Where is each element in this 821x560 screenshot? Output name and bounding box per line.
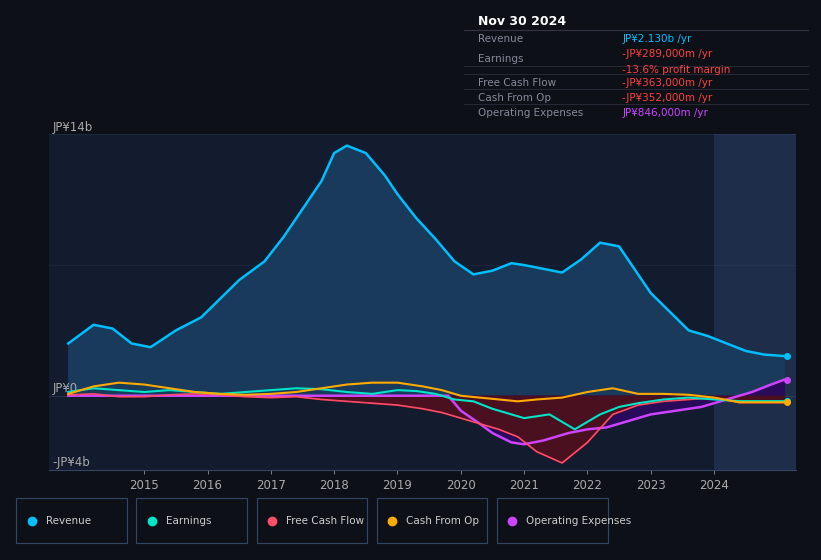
FancyBboxPatch shape	[497, 498, 608, 543]
Text: Operating Expenses: Operating Expenses	[526, 516, 631, 526]
FancyBboxPatch shape	[16, 498, 127, 543]
Text: JP¥846,000m /yr: JP¥846,000m /yr	[622, 108, 709, 118]
Text: Cash From Op: Cash From Op	[478, 93, 551, 102]
Text: Free Cash Flow: Free Cash Flow	[287, 516, 365, 526]
Text: Revenue: Revenue	[46, 516, 91, 526]
Text: Nov 30 2024: Nov 30 2024	[478, 15, 566, 28]
Text: JP¥14b: JP¥14b	[53, 122, 93, 134]
Text: JP¥2.130b /yr: JP¥2.130b /yr	[622, 34, 692, 44]
Text: Earnings: Earnings	[478, 54, 523, 64]
Text: JP¥0: JP¥0	[53, 382, 77, 395]
Text: -JP¥363,000m /yr: -JP¥363,000m /yr	[622, 78, 713, 88]
FancyBboxPatch shape	[257, 498, 368, 543]
Text: Free Cash Flow: Free Cash Flow	[478, 78, 556, 88]
Bar	[714, 134, 796, 470]
FancyBboxPatch shape	[136, 498, 247, 543]
Text: -13.6% profit margin: -13.6% profit margin	[622, 65, 731, 75]
Text: Revenue: Revenue	[478, 34, 523, 44]
Text: Earnings: Earnings	[166, 516, 212, 526]
Text: Cash From Op: Cash From Op	[406, 516, 479, 526]
FancyBboxPatch shape	[377, 498, 488, 543]
Text: -JP¥352,000m /yr: -JP¥352,000m /yr	[622, 93, 713, 102]
Text: -JP¥289,000m /yr: -JP¥289,000m /yr	[622, 49, 713, 59]
Text: Operating Expenses: Operating Expenses	[478, 108, 583, 118]
Text: -JP¥4b: -JP¥4b	[53, 456, 90, 469]
